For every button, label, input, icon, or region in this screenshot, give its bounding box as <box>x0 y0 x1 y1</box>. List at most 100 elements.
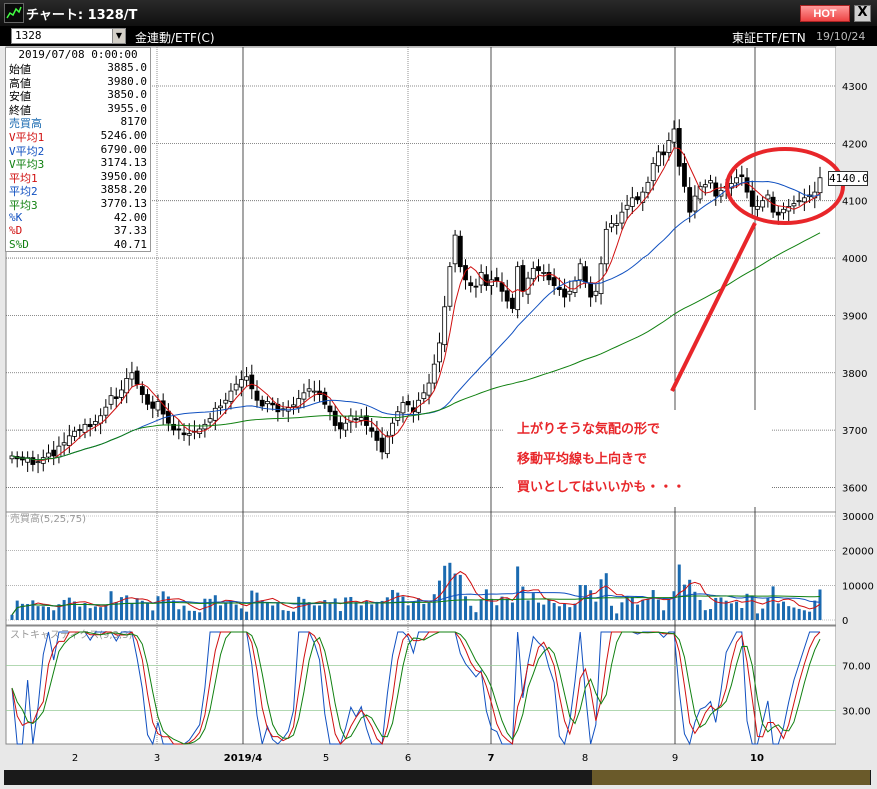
volume-bar <box>255 592 259 620</box>
info-value: 42.00 <box>113 210 147 224</box>
volume-bar <box>693 591 697 620</box>
symbol-input[interactable]: 1328 <box>11 28 126 44</box>
volume-bar <box>88 608 92 620</box>
annotation-line-1: 上がりそうな気配の形で <box>517 422 661 437</box>
volume-bar <box>484 589 488 620</box>
candle-body <box>760 200 766 208</box>
volume-bar <box>677 564 681 620</box>
candle-body <box>431 363 437 384</box>
stochastic-line <box>11 631 821 745</box>
close-button[interactable]: X <box>854 5 871 22</box>
volume-bar <box>630 596 634 620</box>
candle-body <box>228 390 234 402</box>
stochastic-line <box>11 631 820 746</box>
title-bar[interactable]: チャート: 1328/T HOT X <box>0 0 877 26</box>
volume-bar <box>234 604 238 620</box>
candle-body <box>682 163 687 187</box>
volume-bar <box>307 602 311 620</box>
candle-body <box>457 235 463 268</box>
info-label: V平均1 <box>9 131 45 144</box>
volume-bar <box>73 601 77 620</box>
volume-bar <box>568 607 572 620</box>
stochastic-tick-label: 30.00 <box>842 706 871 717</box>
candle-body <box>452 234 458 265</box>
volume-bar <box>453 573 457 620</box>
volume-bar <box>761 608 765 620</box>
candle-body <box>765 194 771 200</box>
candle-body <box>155 401 161 411</box>
candle-body <box>254 390 260 401</box>
stochastic-panel-title: ストキャスティクス(9,3,3) <box>10 629 132 641</box>
candle-body <box>405 401 411 406</box>
volume-bar <box>125 595 129 620</box>
info-row: 始値 3885.0 <box>6 61 150 76</box>
info-row: V平均2 6790.00 <box>6 143 150 158</box>
chevron-down-icon[interactable]: ▼ <box>112 29 125 43</box>
candle-body <box>437 342 442 363</box>
volume-bar <box>83 603 87 620</box>
candle-body <box>781 208 786 214</box>
candle-body <box>358 417 364 421</box>
x-axis-band <box>0 745 877 767</box>
candle-body <box>223 399 229 404</box>
annotation-arrow <box>670 222 757 392</box>
volume-bar <box>698 600 702 620</box>
candle-body <box>546 271 552 281</box>
volume-bar <box>443 565 447 620</box>
volume-bar <box>750 596 754 620</box>
candle-body <box>442 306 448 346</box>
volume-bar <box>745 593 749 620</box>
volume-bar <box>464 596 468 620</box>
candle-body <box>311 390 317 393</box>
volume-bar <box>808 611 812 620</box>
volume-bar <box>552 603 556 620</box>
candle-body <box>207 418 213 423</box>
info-value: 5246.00 <box>100 129 147 142</box>
volume-panel <box>5 511 837 626</box>
volume-bar <box>406 605 410 620</box>
volume-bar <box>714 597 718 620</box>
volume-bar <box>67 597 71 620</box>
annotation-circle <box>725 147 845 225</box>
volume-bar <box>594 601 598 620</box>
candle-body <box>202 423 208 430</box>
volume-bar <box>359 605 363 620</box>
candle-body <box>687 187 693 213</box>
candle-body <box>113 396 119 399</box>
scrollbar-thumb[interactable] <box>592 770 870 785</box>
volume-bar <box>375 602 379 620</box>
volume-bar <box>151 610 155 620</box>
candle-body <box>119 389 124 398</box>
candle-body <box>791 203 797 207</box>
volume-bar <box>766 597 770 620</box>
info-label: 平均1 <box>9 171 38 185</box>
volume-bar <box>672 591 676 620</box>
volume-tick-label: 20000 <box>842 547 874 558</box>
volume-bar <box>646 598 650 620</box>
volume-bar <box>187 610 191 620</box>
stochastic-tick-label: 70.00 <box>842 662 871 673</box>
candle-body <box>186 433 192 436</box>
info-row: V平均1 5246.00 <box>6 129 150 144</box>
x-tick-label: 2019/4 <box>224 753 262 764</box>
candle-body <box>212 407 218 421</box>
volume-panel-title: 売買高(5,25,75) <box>10 512 86 525</box>
volume-bar <box>104 605 108 620</box>
volume-bar <box>297 596 301 620</box>
candle-body <box>624 204 630 210</box>
volume-bar <box>735 601 739 620</box>
volume-bar <box>703 610 707 620</box>
hot-button[interactable]: HOT <box>800 5 850 22</box>
candle-body <box>82 423 88 433</box>
volume-bar <box>323 600 327 620</box>
candle-body <box>640 191 646 203</box>
volume-bar <box>422 603 426 620</box>
candle-body <box>338 422 343 430</box>
chart-app-icon <box>4 3 24 23</box>
volume-bar <box>318 605 322 620</box>
candle-body <box>46 452 51 458</box>
volume-bar <box>286 610 290 620</box>
candle-body <box>801 197 807 203</box>
candle-body <box>447 266 453 307</box>
candle-body <box>556 286 562 290</box>
